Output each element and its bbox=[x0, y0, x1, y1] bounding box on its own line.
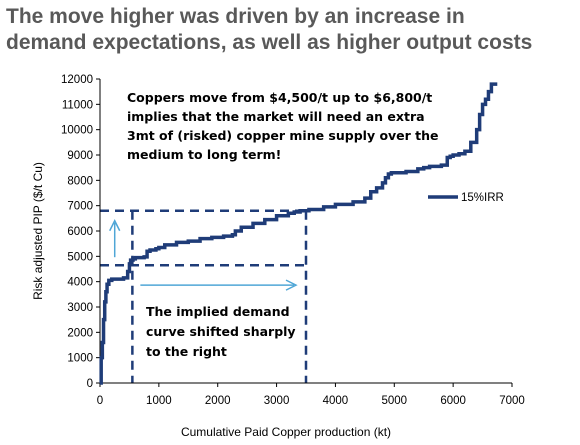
x-tick-label: 5000 bbox=[381, 395, 407, 407]
annotation-bottom-line: The implied demand bbox=[146, 304, 290, 319]
y-tick-label: 7000 bbox=[67, 201, 93, 213]
x-tick-label: 0 bbox=[97, 395, 103, 407]
y-tick-label: 2000 bbox=[67, 327, 93, 339]
y-tick-labels: 0 1000 2000 3000 4000 5000 6000 7000 8000 9000 100… bbox=[61, 74, 93, 390]
shift-arrows bbox=[109, 219, 298, 291]
x-tick-label: 1000 bbox=[146, 395, 172, 407]
annotation-bottom-line: curve shifted sharply bbox=[146, 324, 296, 339]
y-tick-label: 11000 bbox=[62, 99, 93, 111]
y-tick-label: 0 bbox=[87, 378, 93, 390]
reference-lines bbox=[100, 209, 308, 383]
x-tick-label: 7000 bbox=[499, 395, 525, 407]
y-tick-label: 9000 bbox=[67, 150, 93, 162]
annotation-top-line: 3mt of (risked) copper mine supply over … bbox=[127, 128, 439, 143]
chart-title-line-2: demand expectations, as well as higher o… bbox=[6, 31, 533, 54]
legend: 15%IRR bbox=[428, 192, 504, 204]
y-tick-label: 1000 bbox=[67, 353, 93, 365]
x-tick-label: 2000 bbox=[205, 395, 231, 407]
chart-title-line-1: The move higher was driven by an increas… bbox=[6, 5, 465, 28]
y-tick-label: 6000 bbox=[67, 226, 93, 238]
annotation-top-line: Coppers move from $4,500/t up to $6,800/… bbox=[127, 90, 432, 105]
series-line-15-irr bbox=[99, 82, 498, 385]
y-tick-label: 5000 bbox=[67, 251, 93, 263]
x-tick-label: 4000 bbox=[323, 395, 349, 407]
volume-right-arrowhead bbox=[285, 279, 298, 291]
y-tick-label: 12000 bbox=[61, 74, 93, 86]
x-tick-label: 6000 bbox=[440, 395, 466, 407]
y-tick-label: 8000 bbox=[67, 175, 93, 187]
y-axis-label: Risk adjusted PIP ($/t Cu) bbox=[31, 162, 45, 300]
annotation-bottom-line: to the right bbox=[146, 344, 227, 359]
price-up-arrowhead bbox=[109, 219, 121, 232]
annotations: Coppers move from $4,500/t up to $6,800/… bbox=[127, 90, 439, 359]
x-axis-label: Cumulative Paid Copper production (kt) bbox=[181, 425, 391, 439]
x-tick-label: 3000 bbox=[264, 395, 290, 407]
annotation-top-line: implies that the market will need an ext… bbox=[127, 109, 425, 124]
x-tick-labels: 0 1000 2000 3000 4000 5000 6000 7000 bbox=[97, 395, 525, 407]
annotation-top-line: medium to long term! bbox=[127, 147, 281, 162]
axes bbox=[96, 78, 513, 387]
chart-title: The move higher was driven by an increas… bbox=[6, 4, 576, 56]
y-tick-label: 10000 bbox=[61, 125, 93, 137]
y-tick-label: 4000 bbox=[67, 277, 93, 289]
legend-label: 15%IRR bbox=[461, 192, 504, 204]
y-tick-label: 3000 bbox=[67, 302, 93, 314]
